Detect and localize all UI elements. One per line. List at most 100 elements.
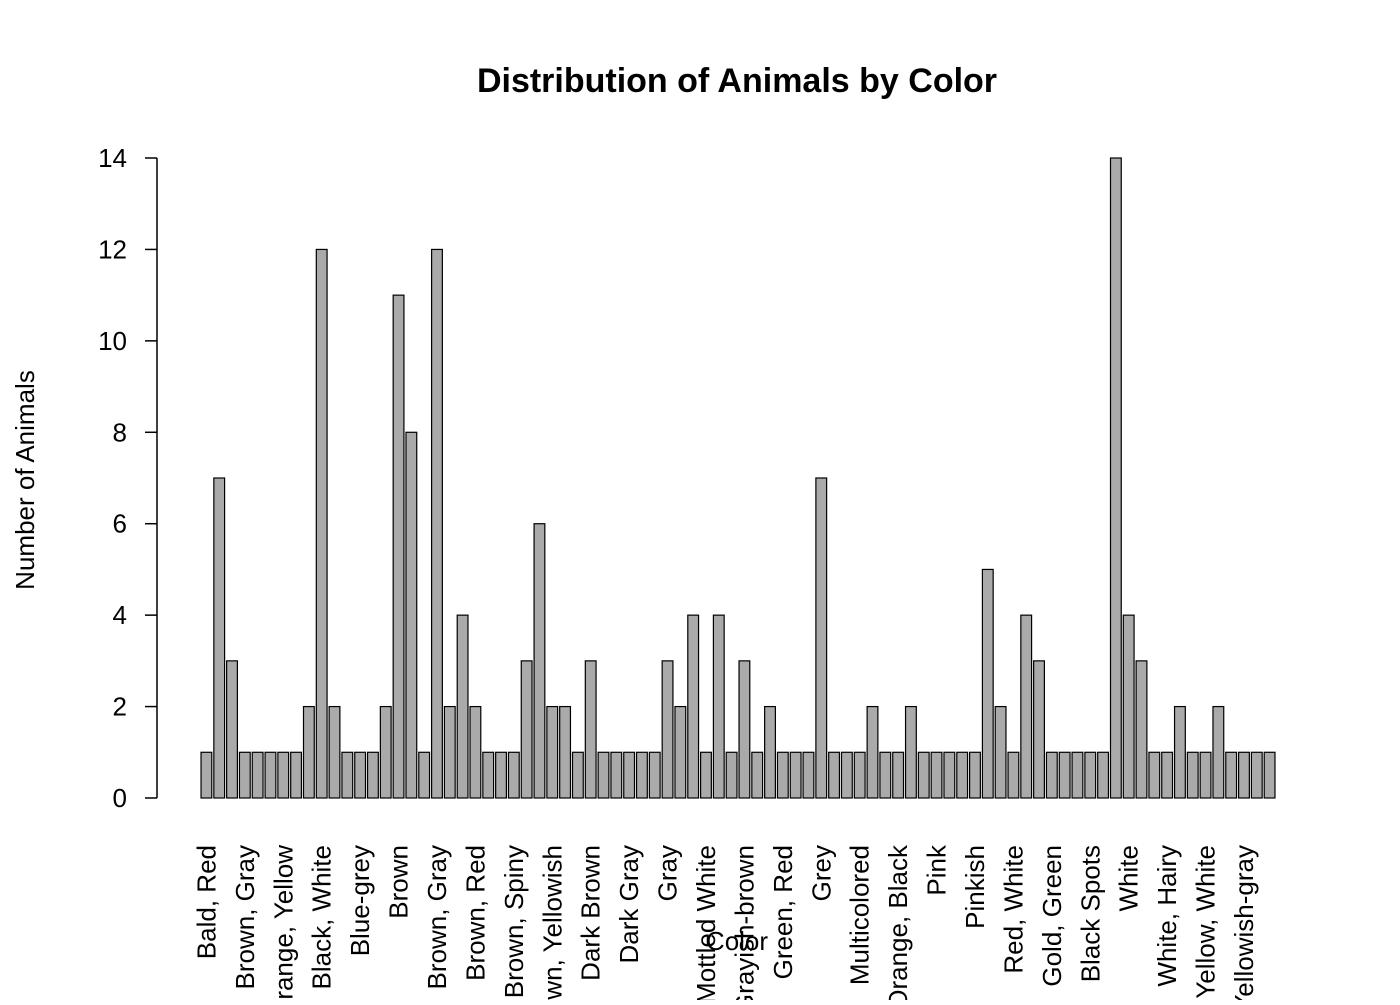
bar bbox=[1186, 751, 1199, 799]
x-tick-label: Black, White bbox=[307, 845, 337, 990]
y-tick-label: 12 bbox=[98, 234, 127, 264]
x-tick-label: Green, Red bbox=[768, 845, 798, 979]
bar bbox=[738, 660, 751, 799]
bar bbox=[584, 660, 597, 799]
bar bbox=[1263, 751, 1276, 799]
bar bbox=[482, 751, 495, 799]
bar bbox=[840, 751, 853, 799]
bar bbox=[815, 477, 828, 799]
bar bbox=[1058, 751, 1071, 799]
x-tick-label: Grayish-brown bbox=[729, 845, 759, 1000]
bar bbox=[379, 705, 392, 799]
bar bbox=[879, 751, 892, 799]
bar bbox=[290, 751, 303, 799]
x-tick-label: White bbox=[1114, 845, 1144, 911]
bar bbox=[648, 751, 661, 799]
y-axis-label: Number of Animals bbox=[10, 370, 40, 590]
bar bbox=[533, 523, 546, 799]
x-tick-label: White, Hairy bbox=[1152, 845, 1182, 987]
bar bbox=[968, 751, 981, 799]
bar bbox=[1084, 751, 1097, 799]
bar bbox=[661, 660, 674, 799]
bar bbox=[917, 751, 930, 799]
bar bbox=[674, 705, 687, 799]
bar bbox=[392, 294, 405, 799]
bar bbox=[1199, 751, 1212, 799]
x-tick-label: Yellowish-gray bbox=[1229, 845, 1259, 1000]
bar bbox=[226, 660, 239, 799]
bar bbox=[507, 751, 520, 799]
x-tick-label: Bald, Red bbox=[191, 845, 221, 959]
bar bbox=[443, 705, 456, 799]
bar bbox=[405, 431, 418, 799]
x-tick-label: Gold, Green bbox=[1037, 845, 1067, 987]
bar bbox=[456, 614, 469, 799]
bar bbox=[1148, 751, 1161, 799]
bar bbox=[1109, 157, 1122, 799]
bar bbox=[930, 751, 943, 799]
bar bbox=[277, 751, 290, 799]
bar bbox=[994, 705, 1007, 799]
bar bbox=[1007, 751, 1020, 799]
bar bbox=[520, 660, 533, 799]
bar bbox=[789, 751, 802, 799]
x-tick-label: Multicolored bbox=[845, 845, 875, 985]
x-tick-label: Yellow, White bbox=[1191, 845, 1221, 999]
bar bbox=[546, 705, 559, 799]
bar bbox=[430, 248, 443, 799]
x-tick-label: Dark Gray bbox=[614, 845, 644, 963]
bar bbox=[251, 751, 264, 799]
bar bbox=[1250, 751, 1263, 799]
bar bbox=[776, 751, 789, 799]
x-tick-label: Brown bbox=[384, 845, 414, 919]
x-tick-label: Orange, Black bbox=[883, 844, 913, 1000]
x-tick-label: Pink bbox=[922, 844, 952, 896]
bar bbox=[213, 477, 226, 799]
bar bbox=[828, 751, 841, 799]
bar bbox=[1071, 751, 1084, 799]
y-tick-label: 2 bbox=[113, 692, 127, 722]
bar bbox=[264, 751, 277, 799]
bar bbox=[597, 751, 610, 799]
bar bbox=[559, 705, 572, 799]
y-tick-label: 4 bbox=[113, 600, 127, 630]
bar bbox=[981, 568, 994, 799]
bar bbox=[699, 751, 712, 799]
x-tick-label: Grey bbox=[806, 845, 836, 901]
bar bbox=[200, 751, 213, 799]
bar bbox=[302, 705, 315, 799]
bar bbox=[866, 705, 879, 799]
bar bbox=[1135, 660, 1148, 799]
bar bbox=[725, 751, 738, 799]
bar bbox=[751, 751, 764, 799]
bar bbox=[418, 751, 431, 799]
x-tick-label: Black Spots bbox=[1075, 845, 1105, 982]
x-tick-label: Orange, Yellow bbox=[268, 845, 298, 1000]
x-tick-label: Pinkish bbox=[960, 845, 990, 929]
y-tick-label: 10 bbox=[98, 326, 127, 356]
bar bbox=[802, 751, 815, 799]
x-tick-label: Brown, Gray bbox=[422, 845, 452, 990]
bar bbox=[635, 751, 648, 799]
y-tick-label: 8 bbox=[113, 417, 127, 447]
bar bbox=[1225, 751, 1238, 799]
bar bbox=[610, 751, 623, 799]
bar bbox=[904, 705, 917, 799]
x-tick-label: Mottled White bbox=[691, 845, 721, 1000]
bar bbox=[687, 614, 700, 799]
x-tick-label: Brown, Spiny bbox=[499, 845, 529, 998]
bar bbox=[956, 751, 969, 799]
chart-title: Distribution of Animals by Color bbox=[477, 62, 997, 100]
bar bbox=[943, 751, 956, 799]
bar bbox=[1173, 705, 1186, 799]
x-tick-label: Brown, Red bbox=[460, 845, 490, 981]
x-tick-label: Dark Brown bbox=[576, 845, 606, 981]
bar bbox=[238, 751, 251, 799]
bar bbox=[469, 705, 482, 799]
x-tick-label: Blue-grey bbox=[345, 845, 375, 956]
bar bbox=[495, 751, 508, 799]
bar bbox=[328, 705, 341, 799]
bar bbox=[1033, 660, 1046, 799]
